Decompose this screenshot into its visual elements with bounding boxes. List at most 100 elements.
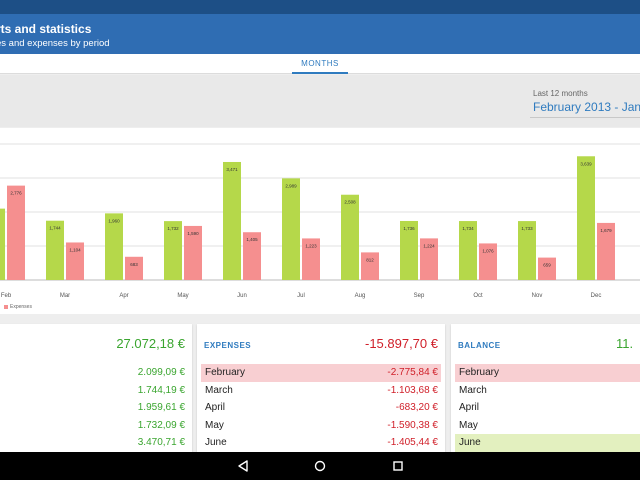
x-tick-label: Feb <box>1 293 12 299</box>
income-bar <box>46 220 64 280</box>
period-header: Last 12 months February 2013 - Janu <box>0 75 640 127</box>
app-title: rts and statistics <box>0 22 92 36</box>
income-row: 1.959,61 € <box>0 399 188 417</box>
expense-bar <box>184 225 202 280</box>
system-nav-bar <box>0 452 640 480</box>
x-tick-label: Aug <box>355 293 366 299</box>
bar-value-label: 3,471 <box>226 167 238 172</box>
expense-bar <box>597 222 615 280</box>
income-bar <box>223 161 241 280</box>
chart-canvas: Feb 2,776 Mar 1,744 1,104 Apr 1,960 683 May 1,732… <box>0 143 640 299</box>
expenses-card: EXPENSES -15.897,70 € February -2.775,84 … <box>197 324 445 452</box>
balance-row: May <box>455 417 640 435</box>
expenses-row-month: April <box>205 402 226 413</box>
expenses-row: March -1.103,68 € <box>201 382 441 400</box>
income-row-value: 1.744,19 € <box>137 384 185 396</box>
expense-bar <box>7 185 25 280</box>
period-selector[interactable]: February 2013 - Janu <box>533 100 640 114</box>
expense-bar <box>66 242 84 280</box>
income-bar <box>164 221 182 280</box>
bar-value-label: 659 <box>543 263 551 268</box>
bar-value-label: 1,733 <box>521 226 533 231</box>
x-tick-label: Mar <box>60 293 70 299</box>
balance-total: 11. <box>616 336 634 351</box>
x-tick-label: Dec <box>591 293 602 299</box>
expenses-row: May -1.590,38 € <box>201 417 441 435</box>
expense-bar <box>125 256 143 280</box>
balance-card-title: BALANCE <box>458 341 501 350</box>
home-icon[interactable] <box>311 457 329 475</box>
legend-expenses-swatch <box>4 304 8 309</box>
income-row: 3.470,71 € <box>0 434 188 452</box>
expenses-row-month: February <box>205 367 246 378</box>
recents-icon[interactable] <box>389 457 407 475</box>
expenses-row-value: -1.405,44 € <box>387 437 438 448</box>
bar-value-label: 1,736 <box>403 226 415 231</box>
tab-indicator <box>292 72 348 74</box>
bar-value-label: 2,508 <box>344 200 356 205</box>
income-row: 2.099,09 € <box>0 364 188 382</box>
bar-value-label: 812 <box>366 257 374 262</box>
expenses-card-title: EXPENSES <box>204 341 252 350</box>
period-underline <box>530 117 640 118</box>
expenses-row-value: -2.775,84 € <box>387 367 438 378</box>
balance-card: BALANCE 11. February March April May June <box>451 324 640 452</box>
income-row-value: 3.470,71 € <box>137 437 185 448</box>
expenses-row-month: March <box>205 384 233 396</box>
expense-bar <box>420 238 438 280</box>
tab-months-label: MONTHS <box>301 59 339 68</box>
expenses-row: June -1.405,44 € <box>201 434 441 452</box>
income-rows: 2.099,09 € 1.744,19 € 1.959,61 € 1.732,09 €… <box>0 364 188 452</box>
income-bar <box>282 178 300 280</box>
expense-bar <box>302 238 320 280</box>
bar-value-label: 683 <box>130 262 138 267</box>
income-row-value: 2.099,09 € <box>137 367 185 378</box>
balance-row: April <box>455 399 640 417</box>
bar-value-label: 1,744 <box>49 226 61 231</box>
balance-row: March <box>455 382 640 400</box>
balance-row-month: April <box>459 402 480 413</box>
balance-row-month: May <box>459 419 478 431</box>
bar-value-label: 3,639 <box>580 161 592 166</box>
expense-bar <box>361 252 379 280</box>
balance-rows: February March April May June <box>455 364 640 452</box>
x-tick-label: Nov <box>532 293 543 299</box>
bar-value-label: 1,679 <box>600 228 612 233</box>
income-bar <box>341 194 359 280</box>
bar-value-label: 1,104 <box>69 247 81 252</box>
bar-value-label: 1,732 <box>167 226 179 231</box>
expenses-row-value: -1.590,38 € <box>387 419 438 431</box>
expenses-row: February -2.775,84 € <box>201 364 441 382</box>
income-card: 27.072,18 € 2.099,09 € 1.744,19 € 1.959,61… <box>0 324 192 452</box>
x-tick-label: Oct <box>473 293 483 299</box>
income-row: 1.732,09 € <box>0 417 188 435</box>
bar-value-label: 2,776 <box>10 191 22 196</box>
summary-cards: 27.072,18 € 2.099,09 € 1.744,19 € 1.959,61… <box>0 318 640 452</box>
x-tick-label: Jul <box>297 293 305 299</box>
x-tick-label: Sep <box>414 293 425 299</box>
status-bar <box>0 0 640 14</box>
income-bar <box>518 221 536 280</box>
app-bar: rts and statistics es and expenses by pe… <box>0 14 640 54</box>
back-icon[interactable] <box>234 457 252 475</box>
bar-value-label: 1,590 <box>187 231 199 236</box>
legend-expenses-label: Expenses <box>10 304 32 310</box>
income-bar <box>0 208 5 280</box>
expense-bar <box>538 257 556 280</box>
tab-bar: MONTHS <box>0 54 640 74</box>
balance-row: February <box>455 364 640 382</box>
x-tick-label: Apr <box>119 293 128 299</box>
income-bar <box>577 156 595 280</box>
period-caption: Last 12 months <box>533 89 588 98</box>
bar-value-label: 1,223 <box>305 243 317 248</box>
balance-row-month: June <box>459 437 481 448</box>
expenses-total: -15.897,70 € <box>364 336 438 351</box>
bar-value-label: 1,734 <box>462 226 474 231</box>
income-total: 27.072,18 € <box>116 336 185 351</box>
income-bar <box>400 220 418 280</box>
bar-value-label: 2,989 <box>285 183 297 188</box>
tab-months[interactable]: MONTHS <box>292 54 348 74</box>
expenses-rows: February -2.775,84 € March -1.103,68 € April… <box>201 364 441 452</box>
balance-row-month: March <box>459 384 487 396</box>
bar-value-label: 1,405 <box>246 237 258 242</box>
